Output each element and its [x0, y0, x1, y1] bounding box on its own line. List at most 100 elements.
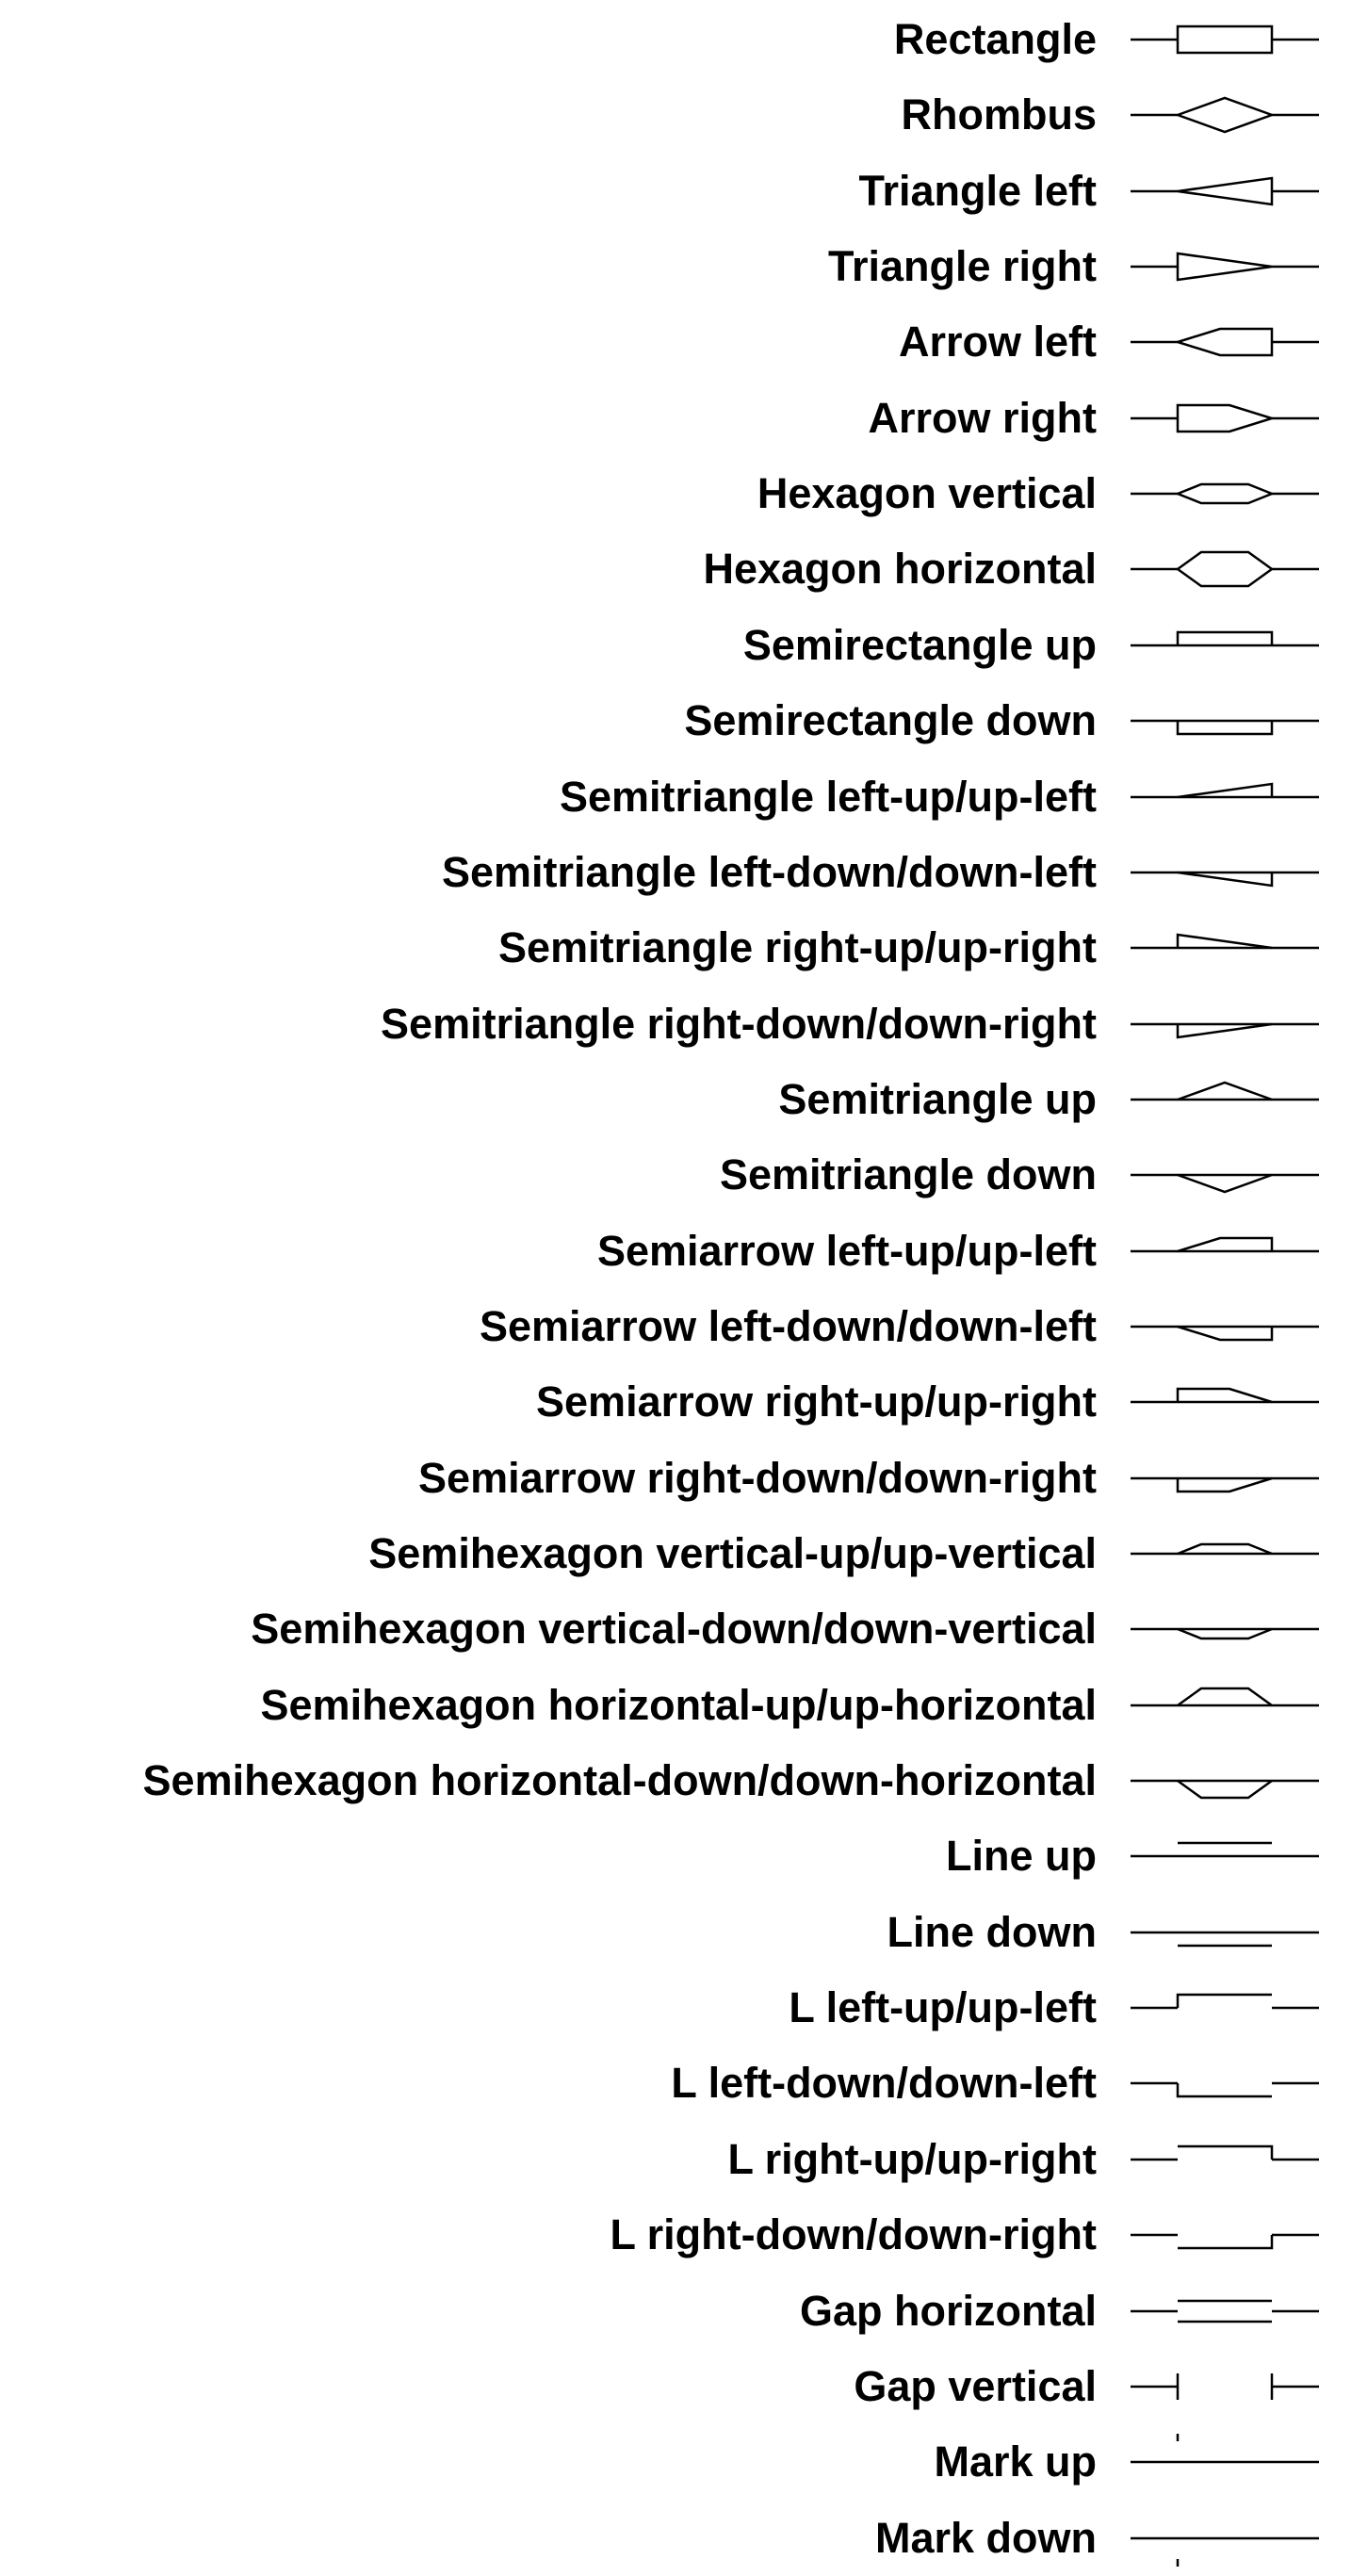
triangle-left-icon — [1131, 176, 1319, 206]
legend-row: Hexagon horizontal — [0, 531, 1351, 607]
symbol-label: Mark down — [874, 2513, 1097, 2562]
symbol-label: Hexagon horizontal — [703, 545, 1097, 594]
symbol-label: L left-down/down-left — [671, 2059, 1097, 2108]
legend-row: Semitriangle left-down/down-left — [0, 835, 1351, 910]
semitriangle-right-down-icon — [1131, 1022, 1319, 1038]
legend-row: Semirectangle down — [0, 683, 1351, 758]
legend-row: L left-up/up-left — [0, 1970, 1351, 2046]
symbol-label: Semihexagon horizontal-up/up-horizontal — [260, 1680, 1097, 1729]
symbol-label: Semihexagon vertical-up/up-vertical — [368, 1529, 1097, 1577]
line-up-icon — [1131, 1842, 1319, 1858]
legend-row: Semihexagon vertical-down/down-vertical — [0, 1591, 1351, 1667]
symbol-label: Line up — [946, 1832, 1097, 1881]
legend-row: Hexagon vertical — [0, 456, 1351, 531]
legend-row: Gap vertical — [0, 2349, 1351, 2424]
symbol-label: Arrow right — [868, 393, 1098, 442]
symbol-label: Gap horizontal — [800, 2286, 1097, 2335]
legend-row: Semitriangle left-up/up-left — [0, 759, 1351, 835]
legend-row: Arrow right — [0, 381, 1351, 456]
legend-row: Mark down — [0, 2501, 1351, 2576]
legend-row: Line up — [0, 1818, 1351, 1894]
legend-row: L right-up/up-right — [0, 2122, 1351, 2197]
symbol-label: Semiarrow right-down/down-right — [418, 1453, 1097, 1502]
arrow-right-icon — [1131, 403, 1319, 432]
legend-row: Semihexagon horizontal-up/up-horizontal — [0, 1668, 1351, 1743]
symbol-label: L right-down/down-right — [610, 2210, 1097, 2259]
rhombus-icon — [1131, 97, 1319, 134]
arrow-left-icon — [1131, 328, 1319, 357]
symbol-label: Semirectangle up — [742, 620, 1097, 669]
symbol-label: L left-up/up-left — [789, 1983, 1097, 2032]
line-down-icon — [1131, 1931, 1319, 1947]
legend-row: Gap horizontal — [0, 2274, 1351, 2349]
legend-row: Triangle right — [0, 229, 1351, 304]
symbol-label: Rectangle — [893, 15, 1097, 63]
symbol-label: Semiarrow left-up/up-left — [596, 1226, 1097, 1275]
symbol-label: L right-up/up-right — [727, 2134, 1097, 2183]
legend-row: Rectangle — [0, 2, 1351, 77]
semitriangle-right-up-icon — [1131, 933, 1319, 950]
semitriangle-down-icon — [1131, 1174, 1319, 1194]
legend-row: Semitriangle down — [0, 1137, 1351, 1213]
symbol-label: Semihexagon vertical-down/down-vertical — [251, 1605, 1097, 1654]
semiarrow-right-down-icon — [1131, 1476, 1319, 1492]
semihexagon-vertical-up-icon — [1131, 1542, 1319, 1556]
symbol-label: Semitriangle up — [778, 1074, 1097, 1123]
symbol-label: Semitriangle right-down/down-right — [381, 999, 1097, 1048]
legend-row: Semihexagon horizontal-down/down-horizon… — [0, 1743, 1351, 1818]
legend-row: Semiarrow left-down/down-left — [0, 1289, 1351, 1364]
gap-horizontal-icon — [1131, 2299, 1319, 2323]
legend-row: Arrow left — [0, 304, 1351, 380]
semitriangle-left-up-icon — [1131, 782, 1319, 798]
symbol-label: Semitriangle down — [719, 1150, 1097, 1199]
l-left-up-icon — [1131, 1993, 1319, 2010]
semitriangle-left-down-icon — [1131, 871, 1319, 888]
legend-row: Line down — [0, 1895, 1351, 1970]
symbol-label: Rhombus — [901, 90, 1098, 139]
legend-row: Semirectangle up — [0, 608, 1351, 683]
hexagon-horizontal-icon — [1131, 551, 1319, 588]
semiarrow-right-up-icon — [1131, 1388, 1319, 1404]
symbol-label: Triangle left — [858, 166, 1097, 215]
symbol-label: Mark up — [934, 2437, 1097, 2486]
symbol-label: Hexagon vertical — [757, 469, 1097, 518]
legend-row: Semitriangle right-up/up-right — [0, 910, 1351, 986]
symbol-label: Arrow left — [898, 318, 1097, 367]
hexagon-vertical-icon — [1131, 482, 1319, 505]
legend-row: Rhombus — [0, 77, 1351, 153]
rectangle-icon — [1131, 24, 1319, 55]
symbol-label: Semiarrow left-down/down-left — [479, 1301, 1097, 1350]
mark-up-icon — [1131, 2434, 1319, 2464]
semihexagon-horizontal-down-icon — [1131, 1779, 1319, 1800]
gap-vertical-icon — [1131, 2372, 1319, 2400]
legend-row: L right-down/down-right — [0, 2197, 1351, 2273]
semiarrow-left-down-icon — [1131, 1325, 1319, 1342]
l-right-down-icon — [1131, 2233, 1319, 2250]
symbol-label: Semihexagon horizontal-down/down-horizon… — [142, 1756, 1097, 1805]
legend-row: Semihexagon vertical-up/up-vertical — [0, 1516, 1351, 1591]
legend-row: Mark up — [0, 2424, 1351, 2500]
symbol-label: Gap vertical — [854, 2361, 1097, 2410]
legend-row: L left-down/down-left — [0, 2046, 1351, 2121]
symbol-label: Semitriangle left-down/down-left — [442, 847, 1097, 896]
symbol-label: Semitriangle left-up/up-left — [559, 772, 1097, 821]
symbol-label: Semitriangle right-up/up-right — [498, 923, 1097, 972]
semirectangle-down-icon — [1131, 719, 1319, 736]
symbol-label: Semirectangle down — [684, 696, 1097, 745]
legend-row: Triangle left — [0, 154, 1351, 229]
legend-row: Semitriangle up — [0, 1062, 1351, 1137]
symbol-label: Line down — [887, 1907, 1097, 1956]
symbol-label: Semiarrow right-up/up-right — [536, 1378, 1097, 1427]
semihexagon-vertical-down-icon — [1131, 1628, 1319, 1640]
legend-row: Semitriangle right-down/down-right — [0, 986, 1351, 1062]
symbol-label: Triangle right — [827, 242, 1097, 291]
semiarrow-left-up-icon — [1131, 1236, 1319, 1252]
l-right-up-icon — [1131, 2144, 1319, 2161]
semihexagon-horizontal-up-icon — [1131, 1687, 1319, 1706]
mark-down-icon — [1131, 2536, 1319, 2567]
legend-row: Semiarrow right-up/up-right — [0, 1364, 1351, 1440]
l-left-down-icon — [1131, 2082, 1319, 2098]
legend-row: Semiarrow left-up/up-left — [0, 1214, 1351, 1289]
triangle-right-icon — [1131, 252, 1319, 282]
